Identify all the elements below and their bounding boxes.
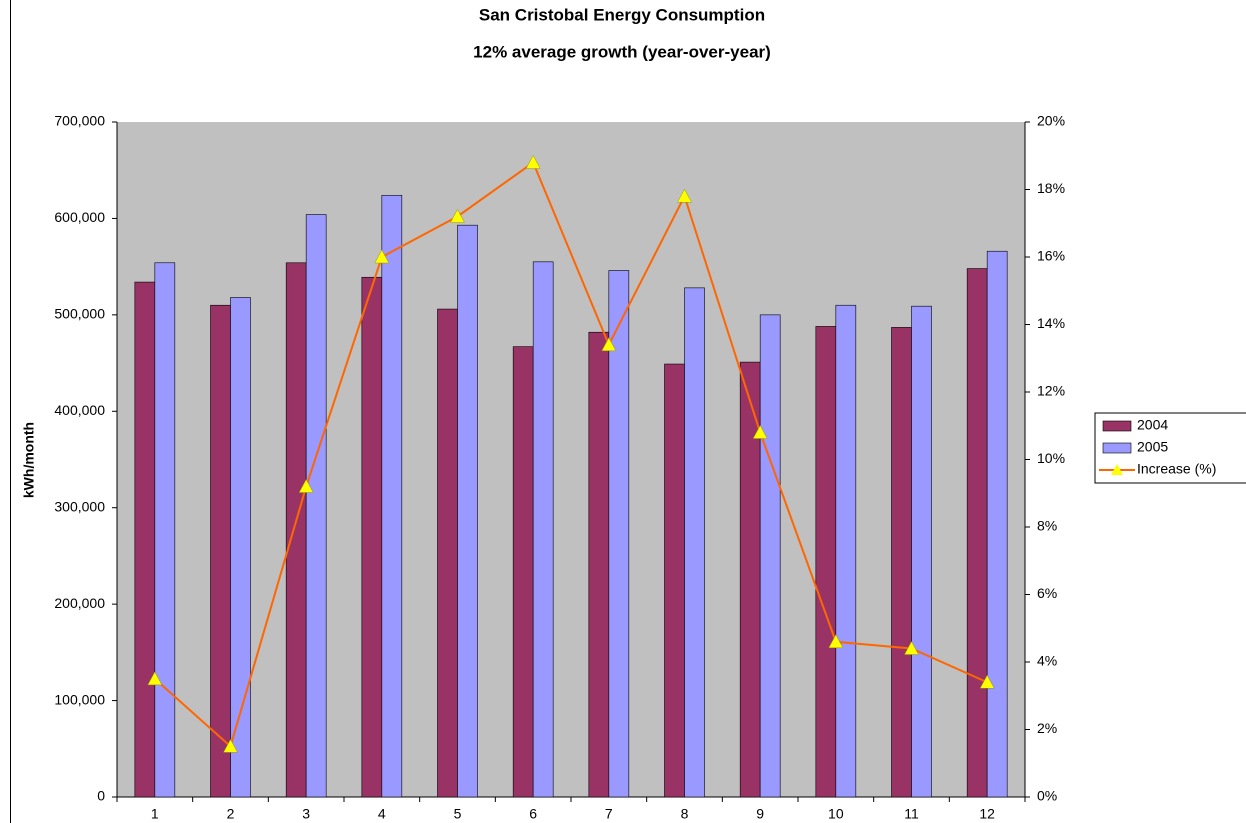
line-marker: [979, 674, 995, 689]
chart-title: San Cristobal Energy Consumption: [479, 5, 765, 24]
bar: [361, 276, 383, 798]
x-tick-label: 3: [302, 806, 310, 822]
bar: [457, 224, 478, 798]
y2-tick-label: 12%: [1037, 383, 1065, 399]
bar: [911, 305, 932, 798]
line-marker: [904, 640, 919, 655]
y-tick-label: 600,000: [54, 209, 105, 225]
line-marker: [147, 671, 163, 686]
bar: [835, 304, 857, 798]
x-tick-label: 10: [828, 806, 844, 822]
legend-swatch: [1102, 420, 1132, 432]
y2-tick-label: 16%: [1037, 248, 1065, 264]
bar: [285, 262, 307, 798]
line-marker: [525, 154, 541, 169]
y2-tick-label: 0%: [1037, 788, 1057, 804]
plot-area: [117, 122, 1025, 797]
bar: [512, 346, 534, 798]
bar: [532, 261, 554, 798]
legend-swatch: [1102, 442, 1132, 454]
y-tick-label: 0: [97, 788, 105, 804]
bar: [437, 308, 458, 798]
line-marker: [374, 249, 390, 264]
line-marker: [752, 424, 768, 439]
y-tick-label: 700,000: [54, 113, 105, 129]
bar: [684, 287, 705, 798]
y2-tick-label: 6%: [1037, 585, 1057, 601]
y2-tick-label: 4%: [1037, 653, 1057, 669]
y-tick-label: 200,000: [54, 595, 105, 611]
y2-tick-label: 18%: [1037, 180, 1065, 196]
x-tick-label: 9: [756, 806, 764, 822]
y-tick-label: 500,000: [54, 306, 105, 322]
line: [154, 160, 988, 749]
bar: [230, 297, 251, 798]
y-tick-label: 400,000: [54, 402, 105, 418]
line-marker: [601, 337, 617, 351]
bar: [134, 281, 156, 798]
x-tick-label: 2: [227, 806, 235, 822]
y2-tick-label: 8%: [1037, 518, 1057, 534]
bar: [305, 214, 327, 798]
bar: [986, 250, 1008, 798]
line-marker: [677, 188, 692, 203]
legend-label: 2004: [1137, 417, 1168, 433]
legend-marker: [1111, 464, 1123, 475]
line-marker: [298, 478, 314, 493]
line-marker: [223, 738, 238, 753]
y-tick-label: 300,000: [54, 498, 105, 514]
bar: [664, 363, 685, 798]
x-tick-label: 1: [151, 806, 159, 822]
x-tick-label: 6: [529, 806, 537, 822]
x-tick-label: 8: [681, 806, 689, 822]
bar: [381, 194, 403, 798]
bar: [815, 326, 837, 798]
bar: [739, 361, 761, 798]
y-axis-label: kWh/month: [21, 422, 37, 498]
bar: [210, 304, 231, 798]
line-marker: [828, 634, 844, 648]
bar: [588, 331, 610, 798]
y2-tick-label: 2%: [1037, 720, 1057, 736]
x-tick-label: 4: [378, 806, 386, 822]
legend-label: Increase (%): [1137, 461, 1216, 477]
x-tick-label: 7: [605, 806, 613, 822]
legend-label: 2005: [1137, 439, 1168, 455]
x-tick-label: 5: [454, 806, 462, 822]
bar: [966, 268, 988, 798]
x-tick-label: 11: [904, 806, 919, 822]
bar: [891, 327, 912, 798]
y-tick-label: 100,000: [54, 691, 105, 707]
line-marker: [450, 208, 465, 223]
bar: [154, 262, 176, 798]
y2-tick-label: 20%: [1037, 113, 1065, 129]
bar: [608, 270, 630, 798]
y2-tick-label: 10%: [1037, 450, 1065, 466]
bar: [759, 314, 781, 798]
y2-tick-label: 14%: [1037, 315, 1065, 331]
x-tick-label: 12: [979, 806, 995, 822]
chart-subtitle: 12% average growth (year-over-year): [473, 42, 771, 61]
